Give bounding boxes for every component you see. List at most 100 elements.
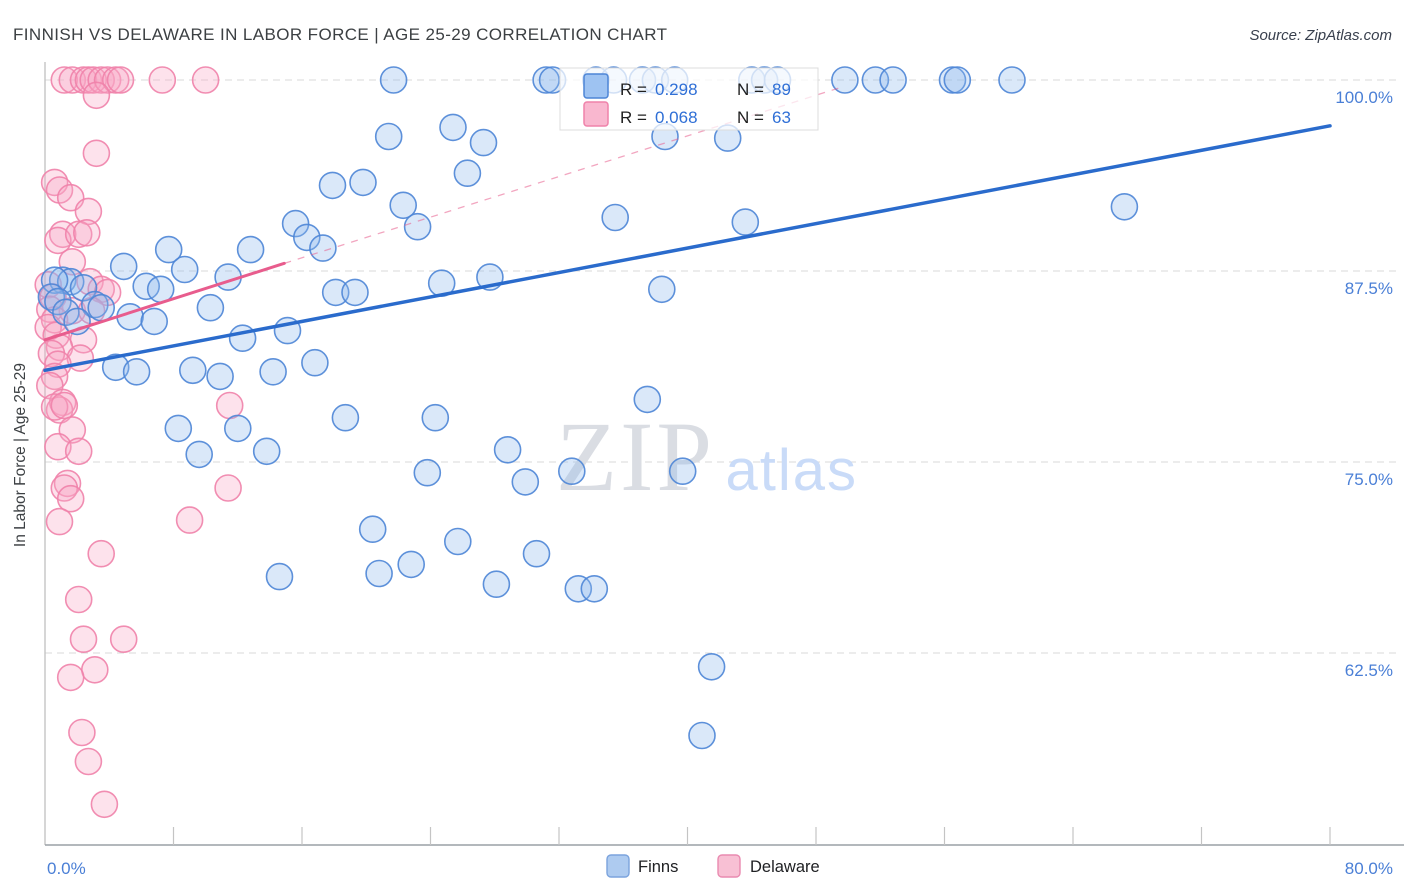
data-point-finns[interactable] <box>259 357 287 386</box>
data-point-delaware[interactable] <box>81 655 109 684</box>
data-point-finns[interactable] <box>397 550 426 579</box>
data-point-finns[interactable] <box>196 293 225 322</box>
data-point-delaware[interactable] <box>82 139 111 168</box>
finns-swatch-icon <box>583 73 609 99</box>
data-point-finns[interactable] <box>87 293 115 322</box>
data-point-finns[interactable] <box>185 440 213 469</box>
data-point-finns[interactable] <box>511 468 540 496</box>
data-point-finns[interactable] <box>206 362 234 391</box>
data-point-finns[interactable] <box>1110 193 1139 221</box>
data-point-delaware[interactable] <box>82 81 111 110</box>
data-point-finns[interactable] <box>318 171 347 200</box>
data-point-finns[interactable] <box>482 570 511 599</box>
data-point-finns[interactable] <box>365 559 393 588</box>
data-point-delaware[interactable] <box>50 66 79 94</box>
data-point-delaware[interactable] <box>215 391 244 420</box>
data-point-finns[interactable] <box>341 278 369 307</box>
data-point-delaware[interactable] <box>175 506 204 534</box>
data-point-finns[interactable] <box>228 324 257 353</box>
data-point-delaware[interactable] <box>56 484 85 513</box>
data-point-finns[interactable] <box>439 113 467 142</box>
data-point-finns[interactable] <box>453 159 482 187</box>
data-point-finns[interactable] <box>374 122 403 151</box>
data-point-delaware[interactable] <box>74 747 103 776</box>
data-point-delaware[interactable] <box>87 66 115 94</box>
data-point-finns[interactable] <box>688 721 716 750</box>
data-point-finns[interactable] <box>40 266 69 295</box>
data-point-finns[interactable] <box>349 168 377 197</box>
data-point-finns[interactable] <box>236 235 265 264</box>
data-point-delaware[interactable] <box>191 66 220 94</box>
data-point-finns[interactable] <box>943 66 972 94</box>
data-point-delaware[interactable] <box>64 220 93 249</box>
data-point-finns[interactable] <box>647 275 676 304</box>
data-point-delaware[interactable] <box>44 226 72 255</box>
delaware-legend-swatch-icon[interactable] <box>717 854 741 878</box>
data-point-finns[interactable] <box>564 574 593 603</box>
data-point-finns[interactable] <box>154 235 183 264</box>
data-point-finns[interactable] <box>265 562 294 591</box>
data-point-finns[interactable] <box>403 212 432 241</box>
data-point-delaware[interactable] <box>45 507 74 536</box>
data-point-delaware[interactable] <box>58 66 87 94</box>
data-point-finns[interactable] <box>421 403 450 432</box>
data-point-delaware[interactable] <box>148 66 177 94</box>
finns-legend-label[interactable]: Finns <box>638 858 678 876</box>
data-point-delaware[interactable] <box>68 718 96 747</box>
data-point-finns[interactable] <box>697 652 726 681</box>
data-point-finns[interactable] <box>164 414 193 443</box>
data-point-delaware[interactable] <box>90 790 119 819</box>
data-point-delaware[interactable] <box>73 219 101 247</box>
data-point-finns[interactable] <box>532 66 560 94</box>
data-point-finns[interactable] <box>48 266 77 295</box>
data-point-finns[interactable] <box>998 66 1026 94</box>
data-point-finns[interactable] <box>224 414 252 443</box>
data-point-finns[interactable] <box>879 66 907 94</box>
data-point-finns[interactable] <box>389 191 418 220</box>
data-point-delaware[interactable] <box>109 625 138 654</box>
data-point-delaware[interactable] <box>44 432 72 461</box>
data-point-delaware[interactable] <box>69 625 98 654</box>
delaware-legend-label[interactable]: Delaware <box>750 858 820 876</box>
data-point-delaware[interactable] <box>45 396 74 424</box>
data-point-finns[interactable] <box>331 403 360 432</box>
data-point-delaware[interactable] <box>87 539 115 568</box>
data-point-finns[interactable] <box>633 385 662 414</box>
data-point-finns[interactable] <box>170 255 199 284</box>
data-point-finns[interactable] <box>301 348 329 377</box>
data-point-finns[interactable] <box>321 278 350 307</box>
data-point-finns[interactable] <box>731 208 760 236</box>
data-point-finns[interactable] <box>52 298 80 327</box>
data-point-delaware[interactable] <box>64 585 93 614</box>
data-point-finns[interactable] <box>358 515 387 544</box>
data-point-finns[interactable] <box>140 307 168 336</box>
data-point-finns[interactable] <box>179 356 207 385</box>
data-point-delaware[interactable] <box>214 474 242 502</box>
data-point-delaware[interactable] <box>74 197 103 226</box>
data-point-finns[interactable] <box>281 209 310 238</box>
data-point-finns[interactable] <box>292 223 321 252</box>
data-point-finns[interactable] <box>109 252 138 281</box>
data-point-delaware[interactable] <box>56 663 85 692</box>
data-point-finns[interactable] <box>379 66 408 94</box>
data-point-finns[interactable] <box>557 457 586 486</box>
data-point-finns[interactable] <box>443 527 472 556</box>
data-point-delaware[interactable] <box>64 437 93 466</box>
data-point-finns[interactable] <box>101 353 130 382</box>
data-point-finns[interactable] <box>252 437 281 466</box>
data-point-finns[interactable] <box>522 539 551 568</box>
data-point-finns[interactable] <box>469 128 498 157</box>
data-point-finns[interactable] <box>309 234 337 262</box>
data-point-finns[interactable] <box>69 273 98 302</box>
data-point-finns[interactable] <box>831 66 859 94</box>
data-point-finns[interactable] <box>601 203 630 232</box>
data-point-finns[interactable] <box>668 457 697 486</box>
data-point-finns[interactable] <box>580 574 609 603</box>
data-point-finns[interactable] <box>122 357 151 386</box>
data-point-finns[interactable] <box>493 435 522 464</box>
data-point-delaware[interactable] <box>50 391 79 420</box>
data-point-finns[interactable] <box>413 458 442 487</box>
finns-legend-swatch-icon[interactable] <box>606 854 630 878</box>
data-point-delaware[interactable] <box>40 393 69 421</box>
data-point-delaware[interactable] <box>106 66 135 94</box>
